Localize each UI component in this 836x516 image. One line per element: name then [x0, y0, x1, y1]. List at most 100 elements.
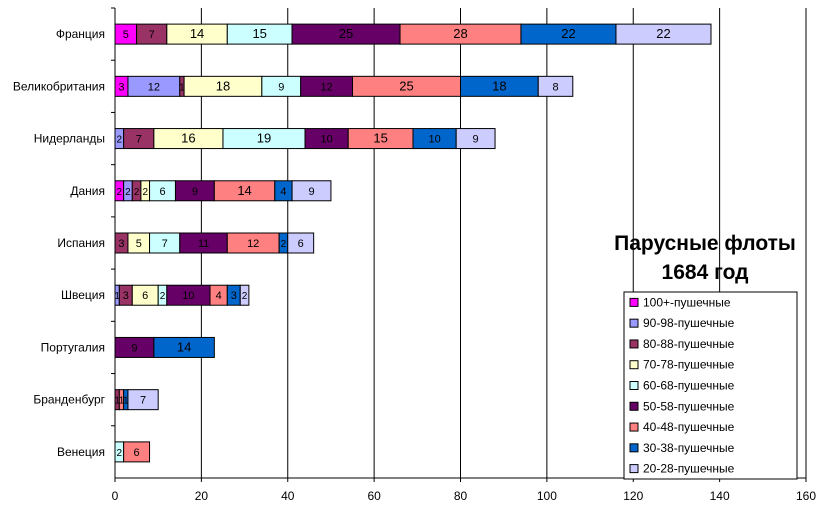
chart-title: Парусные флоты 1684 год — [614, 232, 796, 284]
legend-label: 80-88-пушечные — [643, 337, 735, 351]
x-tick-label: 160 — [796, 489, 816, 503]
bar-data-label: 9 — [131, 342, 137, 354]
bar-data-label: 6 — [159, 186, 165, 198]
chart-title-line-2: 1684 год — [662, 261, 749, 284]
bar-data-label: 2 — [160, 291, 166, 302]
bar-data-label: 7 — [149, 29, 155, 41]
bar-segment — [127, 389, 159, 411]
legend-box — [623, 291, 798, 480]
bar-data-label: 3 — [231, 290, 237, 302]
bar-data-label: 1 — [114, 396, 120, 407]
legend: 100+-пушечные 90-98-пушечные 80-88-пушечны… — [623, 291, 798, 480]
bar-data-label: 8 — [552, 81, 558, 93]
x-tick-label: 40 — [281, 489, 295, 503]
bar-data-label: 3 — [118, 238, 124, 250]
x-tick-label: 20 — [195, 489, 209, 503]
bar-data-label: 1 — [114, 291, 120, 302]
bar-data-label: 19 — [257, 131, 271, 146]
category-label: Дания — [70, 184, 105, 198]
bar-data-label: 11 — [198, 238, 209, 250]
bar-data-label: 7 — [162, 238, 168, 250]
legend-label: 40-48-пушечные — [643, 420, 735, 434]
legend-swatch — [629, 360, 639, 370]
bar-data-label: 6 — [142, 290, 148, 302]
bar-data-label: 22 — [561, 26, 575, 41]
legend-swatch — [629, 297, 639, 307]
category-label: Швеция — [61, 288, 105, 302]
bar-data-label: 2 — [142, 187, 148, 198]
category-label: Португалия — [41, 340, 105, 354]
x-tick-label: 0 — [112, 489, 119, 503]
legend-label: 50-58-пушечные — [643, 399, 735, 413]
bar-data-label: 14 — [237, 183, 251, 198]
bar-data-label: 6 — [298, 238, 304, 250]
bar-data-label: 2 — [125, 187, 131, 198]
legend-label: 60-68-пушечные — [643, 379, 735, 393]
bar-data-label: 5 — [136, 238, 142, 250]
bar-data-label: 10 — [182, 290, 194, 302]
bar-data-label: 14 — [177, 339, 191, 354]
category-label: Нидерланды — [34, 132, 105, 146]
x-tick-label: 80 — [454, 489, 468, 503]
bar-data-label: 15 — [252, 26, 266, 41]
bar-data-label: 25 — [399, 78, 413, 93]
category-label: Франция — [56, 27, 105, 41]
bar-data-label: 1 — [179, 82, 185, 93]
bar-data-label: 10 — [320, 134, 332, 146]
bar-data-label: 2 — [117, 135, 123, 146]
bar-data-label: 7 — [140, 395, 146, 407]
bar-data-label: 1 — [119, 396, 125, 407]
bar-segment — [153, 336, 215, 358]
bar-data-label: 14 — [190, 26, 204, 41]
category-label: Испания — [57, 236, 105, 250]
bar-data-label: 5 — [123, 29, 129, 41]
bar-data-label: 9 — [192, 186, 198, 198]
bar-data-label: 15 — [373, 131, 387, 146]
category-label: Венеция — [57, 445, 105, 459]
bar-data-label: 9 — [308, 186, 314, 198]
bar-data-label: 2 — [117, 187, 123, 198]
bar-segment — [287, 232, 315, 254]
category-label: Бранденбург — [33, 393, 105, 407]
bar-data-label: 28 — [453, 26, 467, 41]
category-label: Великобритания — [13, 79, 105, 93]
bar-data-label: 4 — [216, 290, 222, 302]
bar-data-label: 3 — [123, 290, 129, 302]
bar-data-label: 2 — [134, 187, 140, 198]
legend-label: 90-98-пушечные — [643, 316, 735, 330]
bar-data-label: 25 — [339, 26, 353, 41]
legend-label: 30-38-пушечные — [643, 441, 735, 455]
bar-segment — [537, 75, 574, 97]
legend-label: 20-28-пушечные — [643, 462, 735, 476]
legend-swatch — [629, 422, 639, 432]
bar-data-label: 4 — [280, 186, 286, 198]
bar-segment — [123, 441, 151, 463]
x-tick-label: 60 — [367, 489, 381, 503]
x-tick-label: 140 — [710, 489, 730, 503]
bar-segment — [291, 180, 332, 202]
x-tick-label: 100 — [537, 489, 557, 503]
bar-data-label: 10 — [428, 134, 440, 146]
bar-data-label: 12 — [148, 81, 160, 93]
bar-data-label: 6 — [134, 447, 140, 459]
axes: 0 20 40 60 80 100 120 140 160 Франция Великобритан… — [13, 7, 816, 503]
bar-data-label: 1 — [123, 396, 129, 407]
legend-swatch — [629, 318, 639, 328]
legend-swatch — [629, 381, 639, 390]
legend-swatch — [629, 443, 639, 453]
bar-data-label: 2 — [242, 291, 248, 302]
bar-data-label: 12 — [247, 238, 259, 250]
bar-data-label: 9 — [278, 81, 284, 93]
bar-data-label: 18 — [216, 78, 230, 93]
chart-title-line-1: Парусные флоты — [614, 232, 796, 255]
x-tick-label: 120 — [623, 489, 643, 503]
legend-label: 70-78-пушечные — [643, 358, 735, 372]
legend-label: 100+-пушечные — [643, 295, 731, 309]
bar-data-label: 2 — [117, 448, 123, 459]
legend-swatch — [629, 401, 639, 411]
bar-data-label: 3 — [118, 81, 124, 93]
bar-data-label: 9 — [473, 134, 479, 146]
bar-data-label: 2 — [281, 239, 287, 250]
